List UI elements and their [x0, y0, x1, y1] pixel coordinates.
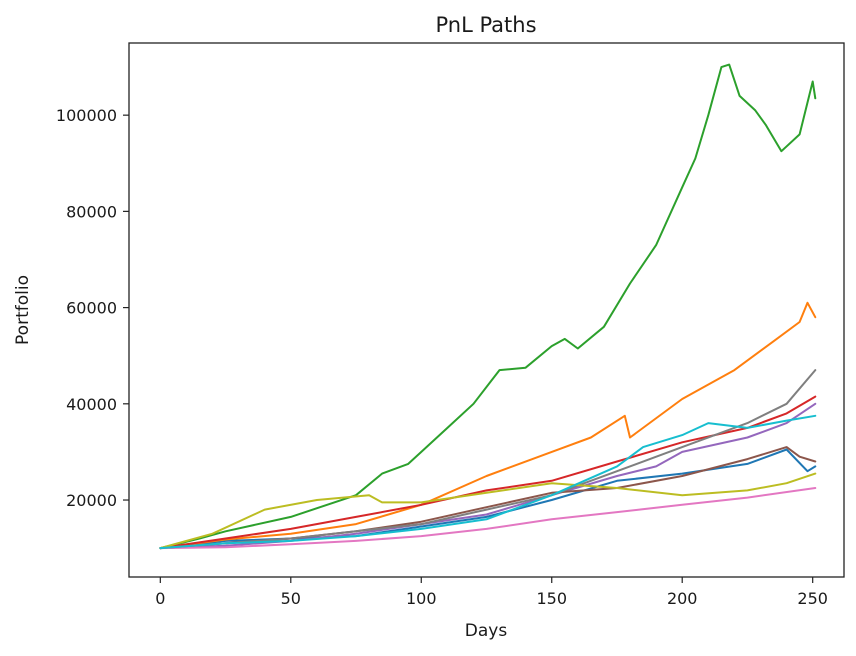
- y-tick-label: 60000: [66, 299, 117, 318]
- x-axis: 0 50 100 150 200 250: [155, 577, 828, 608]
- y-tick-label: 80000: [66, 202, 117, 221]
- x-tick-label: 100: [406, 589, 437, 608]
- y-tick-label: 100000: [56, 106, 117, 125]
- chart-title: PnL Paths: [435, 13, 536, 37]
- x-tick-label: 250: [797, 589, 828, 608]
- x-axis-label: Days: [465, 621, 508, 641]
- y-axis-label: Portfolio: [13, 275, 33, 345]
- series-line-2: [159, 301, 817, 550]
- y-axis: 20000 40000 60000 80000 100000: [56, 106, 129, 510]
- plot-frame: [128, 42, 845, 578]
- x-tick-label: 50: [281, 589, 301, 608]
- series-line-9: [159, 472, 817, 550]
- series-line-10: [159, 414, 817, 550]
- x-tick-label: 0: [155, 589, 165, 608]
- x-tick-label: 200: [667, 589, 698, 608]
- series-layer: [159, 63, 817, 550]
- x-tick-label: 150: [536, 589, 567, 608]
- series-line-3: [159, 63, 817, 550]
- series-line-8: [159, 369, 817, 550]
- series-line-4: [159, 395, 817, 550]
- series-line-7: [159, 487, 817, 550]
- y-tick-label: 40000: [66, 395, 117, 414]
- y-tick-label: 20000: [66, 491, 117, 510]
